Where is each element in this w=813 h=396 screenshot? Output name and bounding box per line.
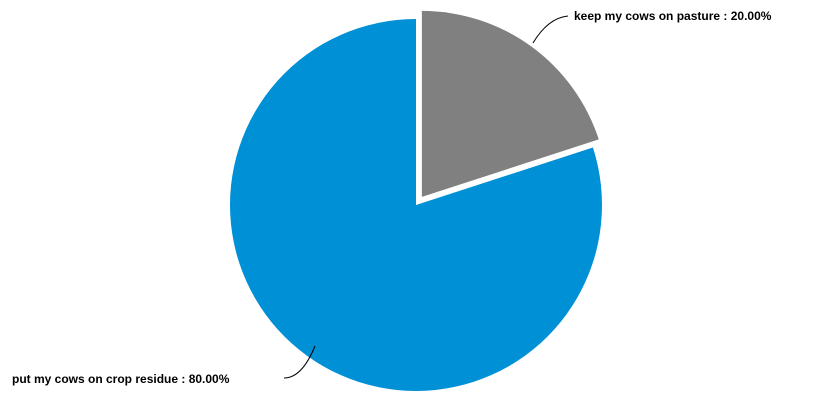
slice-label-crop-residue: put my cows on crop residue : 80.00% xyxy=(12,372,230,386)
slice-label-pasture: keep my cows on pasture : 20.00% xyxy=(574,9,772,23)
leader-line-crop-residue xyxy=(283,345,316,379)
pie-slices xyxy=(229,10,602,391)
pie-slice-pasture xyxy=(421,10,599,197)
pie-labels: keep my cows on pasture : 20.00% put my … xyxy=(12,9,772,386)
pie-slice-crop-residue xyxy=(229,19,602,391)
leader-line-pasture xyxy=(532,15,569,44)
